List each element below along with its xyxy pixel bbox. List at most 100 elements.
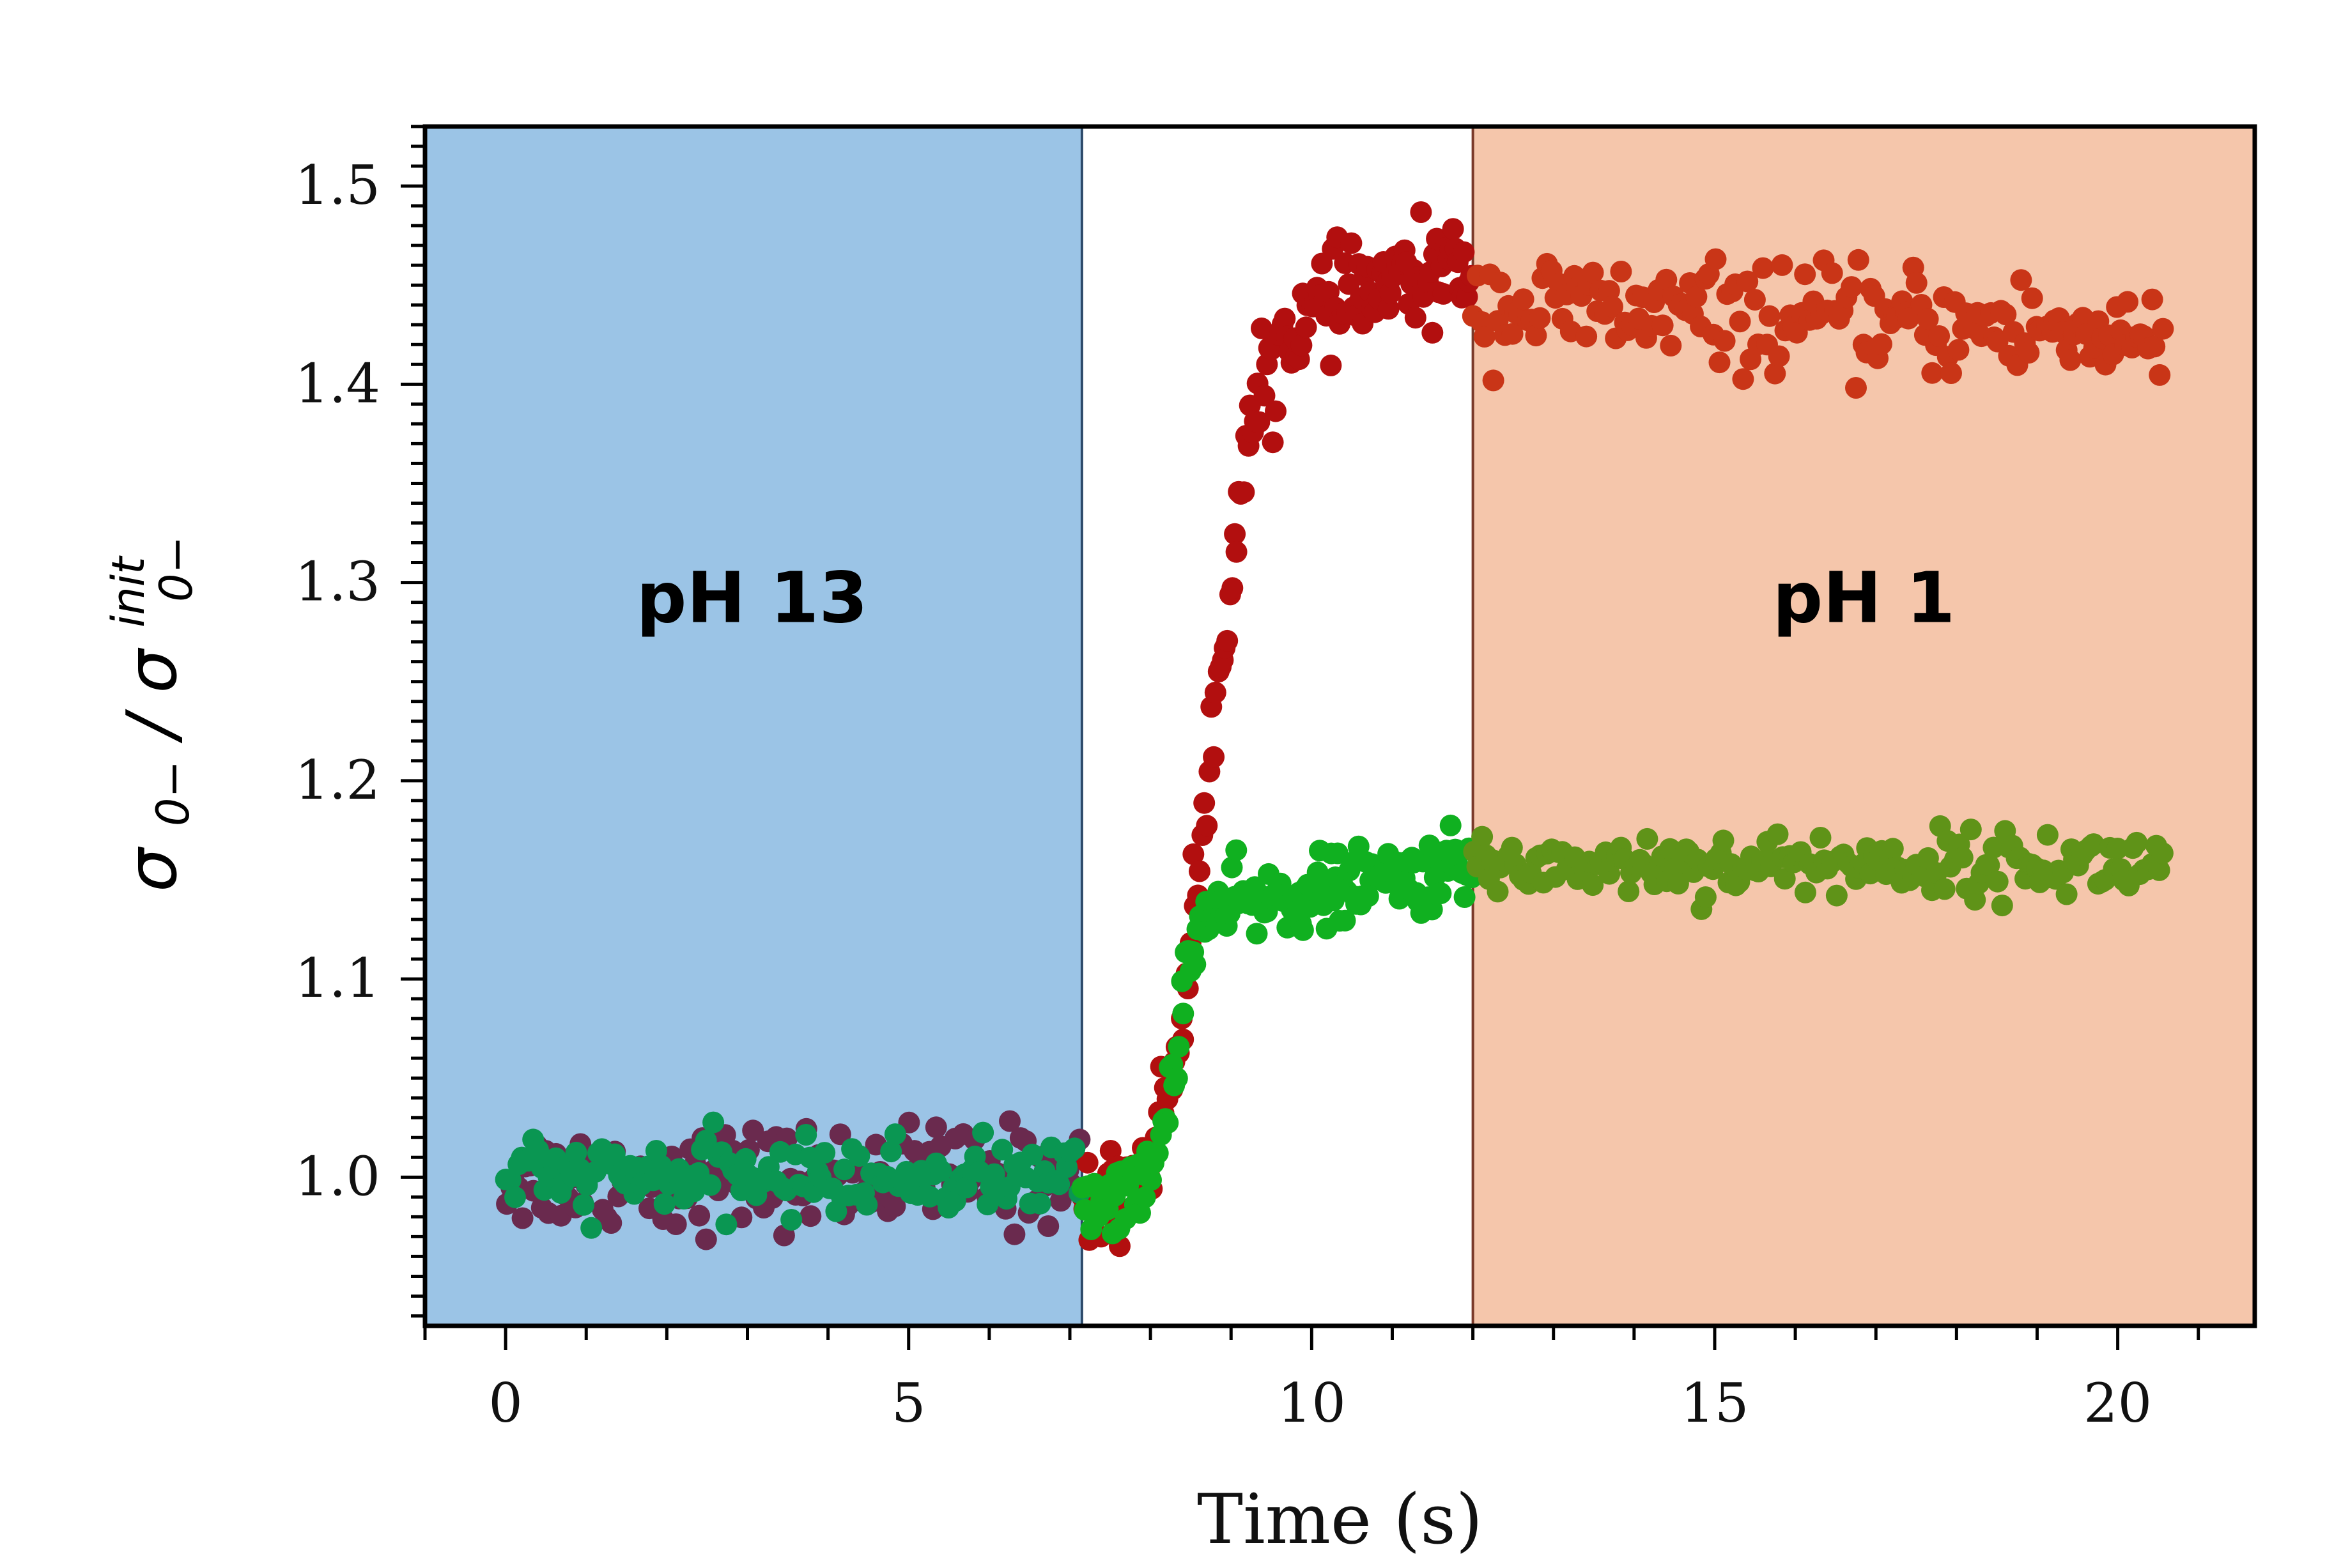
series-green-point [1168,1036,1190,1058]
series-red-point [1713,330,1736,352]
series-red-point [1708,351,1731,374]
series-green-point [2036,824,2059,846]
series-green-point [983,1163,1005,1185]
series-green-point [1774,868,1796,890]
series-red-point [1752,257,1774,279]
series-red-point [1225,541,1248,563]
series-green-point [1964,889,1986,911]
series-red-point [1432,282,1455,305]
series-red-point [1845,377,1867,399]
series-green-point [504,1186,526,1208]
x-axis: 0 5 10 15 20 [423,1326,2200,1434]
series-red-point [688,1204,711,1227]
series-red-point [511,1207,534,1229]
ylabel-sub-init: 0− [150,536,203,602]
series-red-point [1905,272,1928,294]
y-tick-label: 1.5 [295,154,380,217]
x-tick-label: 15 [1681,1372,1749,1434]
series-red-point [1655,268,1678,291]
series-green-point [2082,833,2105,856]
series-red-point [1947,339,1970,361]
series-green-point [1063,1137,1086,1160]
y-tick-label: 1.2 [295,749,380,811]
series-green-point [653,1193,676,1215]
series-green-point [1029,1192,1051,1215]
x-axis-title: Time (s) [1197,1480,1483,1560]
series-green-point [955,1176,978,1199]
series-green-point [2106,838,2129,859]
series-red-point [1295,316,1317,339]
series-red-point [1204,681,1226,703]
series-red-point [1320,354,1342,376]
series-green-point [1172,1003,1194,1025]
series-red-point [1248,411,1271,433]
series-red-point [1758,305,1781,327]
series-red-point [1442,218,1464,240]
ylabel-sigma-init: σ [112,647,192,693]
series-green-point [1292,919,1314,941]
series-green-point [880,1141,902,1163]
series-red-point [1512,288,1534,311]
series-red-point [2018,342,2040,364]
series-green-point [1021,1143,1044,1165]
series-red-point [1651,314,1674,337]
y-axis-title: σ 0− / σ init 0− [102,536,203,892]
y-axis: 1.0 1.1 1.2 1.3 1.4 1.5 [295,125,425,1318]
y-tick-label: 1.3 [295,551,380,613]
series-green-point [780,1209,803,1231]
series-green-point [1825,884,1848,907]
series-green-point [2151,842,2174,865]
x-tick-label: 10 [1278,1372,1346,1434]
series-red-point [1482,369,1504,392]
series-red-point [1794,263,1816,286]
x-tick-label: 0 [488,1372,522,1434]
series-red-point [1764,362,1786,385]
series-red-point [800,1205,822,1227]
ylabel-sigma: σ [112,846,192,892]
series-red-point [1704,248,1727,270]
series-red-point [1421,321,1444,344]
series-red-point [1489,272,1511,294]
series-green-point [1933,878,1956,900]
series-green-point [795,1124,817,1146]
series-red-point [1037,1215,1060,1237]
series-red-point [1290,334,1313,357]
series-red-point [1897,307,1919,330]
series-green-point [1694,886,1717,909]
series-green-point [2148,859,2170,881]
series-red-point [1340,232,1363,254]
series-red-point [1473,325,1495,348]
series-red-point [1940,362,1962,384]
series-red-point [1602,296,1623,318]
series-green-point [1157,1112,1179,1134]
series-red-point [2021,287,2043,309]
series-red-point [1917,308,1939,330]
series-red-point [925,1116,947,1139]
series-green-point [833,1158,855,1181]
series-red-point [2144,335,2166,358]
series-green-point [884,1123,906,1146]
series-red-point [1732,368,1754,390]
series-green-point [972,1121,994,1144]
y-tick-label: 1.4 [295,352,380,415]
series-red-point [742,1119,764,1142]
series-red-point [2059,349,2082,371]
ylabel-sub: 0− [147,760,199,826]
series-red-point [1729,311,1751,333]
series-red-point [1003,1223,1026,1245]
series-red-point [1377,298,1400,320]
series-red-point [1379,282,1402,304]
series-green-point [573,1194,595,1216]
series-red-point [1660,334,1682,357]
series-green-point [930,1160,952,1182]
series-green-point [1982,836,2005,859]
series-green-point [1636,827,1658,850]
series-green-point [2126,831,2148,854]
series-green-point [1048,1173,1070,1195]
series-red-point [1921,362,1944,384]
series-red-point [1870,333,1892,355]
series-red-point [1253,385,1276,407]
series-green-point [1225,839,1248,861]
series-red-point [1196,815,1218,837]
